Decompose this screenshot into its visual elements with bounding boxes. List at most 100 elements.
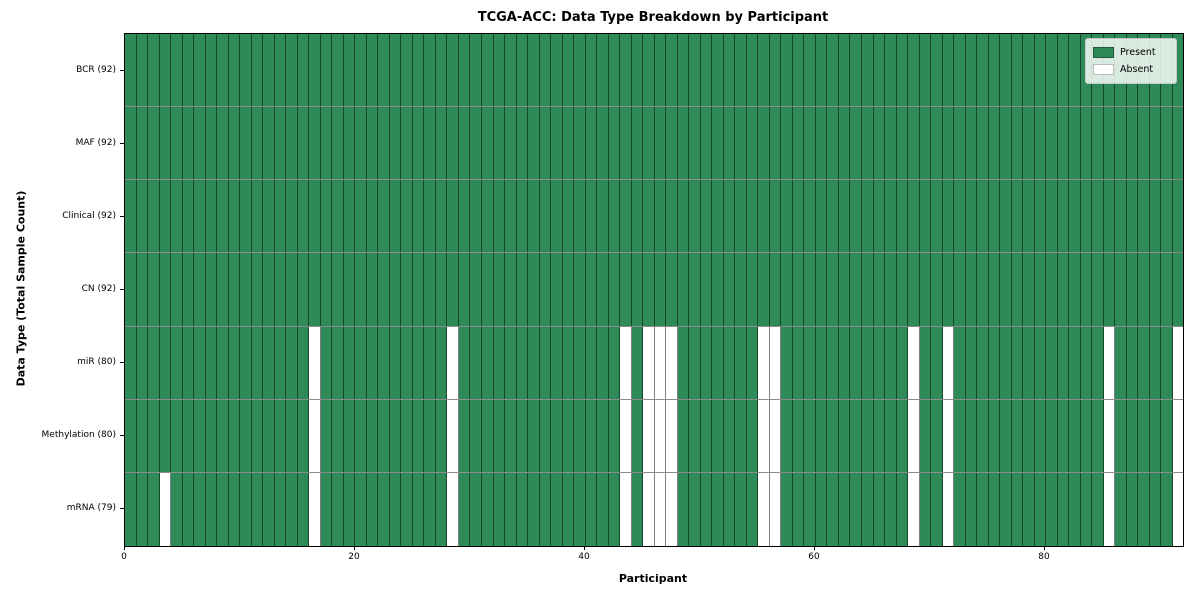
- heatmap-cell: [631, 399, 644, 472]
- heatmap-cell: [320, 472, 333, 546]
- heatmap-cell: [458, 107, 471, 180]
- heatmap-cell: [1000, 107, 1012, 180]
- heatmap-cell: [1023, 253, 1035, 326]
- heatmap-cell: [597, 180, 609, 253]
- heatmap-cell: [988, 326, 1001, 399]
- heatmap-cell: [896, 326, 909, 399]
- heatmap-cell: [182, 107, 195, 180]
- y-tick-mark: [120, 435, 124, 437]
- heatmap-cell: [873, 399, 886, 472]
- heatmap-cell: [378, 326, 390, 399]
- heatmap-cell: [286, 180, 298, 253]
- heatmap-cell: [516, 180, 529, 253]
- heatmap-cell: [896, 34, 909, 107]
- heatmap-cell: [159, 472, 172, 546]
- heatmap-cell: [608, 34, 621, 107]
- heatmap-cell: [1149, 180, 1162, 253]
- heatmap-cell: [712, 472, 724, 546]
- heatmap-cell: [528, 34, 540, 107]
- heatmap-cell: [1149, 326, 1162, 399]
- heatmap-cell: [677, 399, 690, 472]
- heatmap-cell: [1057, 253, 1070, 326]
- heatmap-cell: [954, 34, 966, 107]
- heatmap-cell: [815, 34, 828, 107]
- heatmap-cell: [412, 253, 425, 326]
- heatmap-cell: [965, 326, 978, 399]
- heatmap-cell: [988, 107, 1001, 180]
- heatmap-cell: [908, 253, 920, 326]
- heatmap-cell: [136, 472, 149, 546]
- heatmap-cell: [792, 180, 805, 253]
- heatmap-cell: [1057, 399, 1070, 472]
- heatmap-cell: [309, 253, 321, 326]
- heatmap-cell: [574, 326, 586, 399]
- heatmap-cell: [781, 253, 793, 326]
- heatmap-cell: [159, 107, 172, 180]
- heatmap-cell: [700, 253, 713, 326]
- heatmap-cell: [885, 399, 897, 472]
- heatmap-cell: [631, 253, 644, 326]
- heatmap-cell: [620, 107, 632, 180]
- x-axis-title: Participant: [618, 572, 688, 585]
- heatmap-cell: [1069, 472, 1081, 546]
- heatmap-cell: [240, 107, 252, 180]
- heatmap-cell: [666, 180, 678, 253]
- heatmap-cell: [654, 107, 667, 180]
- heatmap-cell: [320, 399, 333, 472]
- heatmap-cell: [424, 399, 436, 472]
- heatmap-cell: [332, 472, 344, 546]
- heatmap-cell: [263, 253, 275, 326]
- heatmap-cell: [274, 34, 287, 107]
- heatmap-cell: [1172, 326, 1184, 399]
- heatmap-cell: [723, 107, 736, 180]
- heatmap-cell: [1115, 107, 1127, 180]
- heatmap-cell: [343, 326, 356, 399]
- heatmap-cell: [366, 107, 379, 180]
- heatmap-cell: [343, 399, 356, 472]
- heatmap-cell: [965, 472, 978, 546]
- heatmap-cell: [217, 472, 229, 546]
- heatmap-cell: [1138, 180, 1150, 253]
- heatmap-cell: [401, 107, 413, 180]
- heatmap-cell: [505, 253, 517, 326]
- heatmap-cell: [827, 399, 839, 472]
- heatmap-cell: [412, 107, 425, 180]
- heatmap-cell: [631, 180, 644, 253]
- heatmap-cell: [1000, 180, 1012, 253]
- heatmap-cell: [389, 34, 402, 107]
- heatmap-cell: [1034, 180, 1047, 253]
- heatmap-cell: [769, 326, 782, 399]
- heatmap-cell: [931, 180, 943, 253]
- heatmap-cell: [873, 326, 886, 399]
- heatmap-cell: [297, 399, 310, 472]
- x-tick-mark: [814, 546, 815, 550]
- heatmap-cell: [205, 399, 218, 472]
- heatmap-cell: [263, 472, 275, 546]
- heatmap-cell: [700, 34, 713, 107]
- heatmap-cell: [263, 326, 275, 399]
- heatmap-cell: [343, 180, 356, 253]
- heatmap-cell: [401, 399, 413, 472]
- heatmap-cell: [838, 472, 851, 546]
- heatmap-cell: [194, 472, 206, 546]
- heatmap-cell: [205, 107, 218, 180]
- heatmap-cell: [435, 253, 448, 326]
- heatmap-cell: [240, 326, 252, 399]
- heatmap-cell: [366, 472, 379, 546]
- heatmap-cell: [458, 253, 471, 326]
- heatmap-cell: [1103, 253, 1116, 326]
- plot-area: [124, 33, 1184, 547]
- legend-swatch: [1093, 64, 1114, 75]
- heatmap-cell: [1172, 180, 1184, 253]
- heatmap-cell: [274, 107, 287, 180]
- heatmap-cell: [620, 399, 632, 472]
- heatmap-cell: [228, 107, 241, 180]
- heatmap-cell: [815, 253, 828, 326]
- heatmap-cell: [332, 180, 344, 253]
- heatmap-cell: [1115, 472, 1127, 546]
- heatmap-cell: [378, 107, 390, 180]
- heatmap-cell: [677, 326, 690, 399]
- heatmap-cell: [850, 399, 862, 472]
- x-tick-label: 60: [808, 552, 820, 562]
- heatmap-cell: [1069, 253, 1081, 326]
